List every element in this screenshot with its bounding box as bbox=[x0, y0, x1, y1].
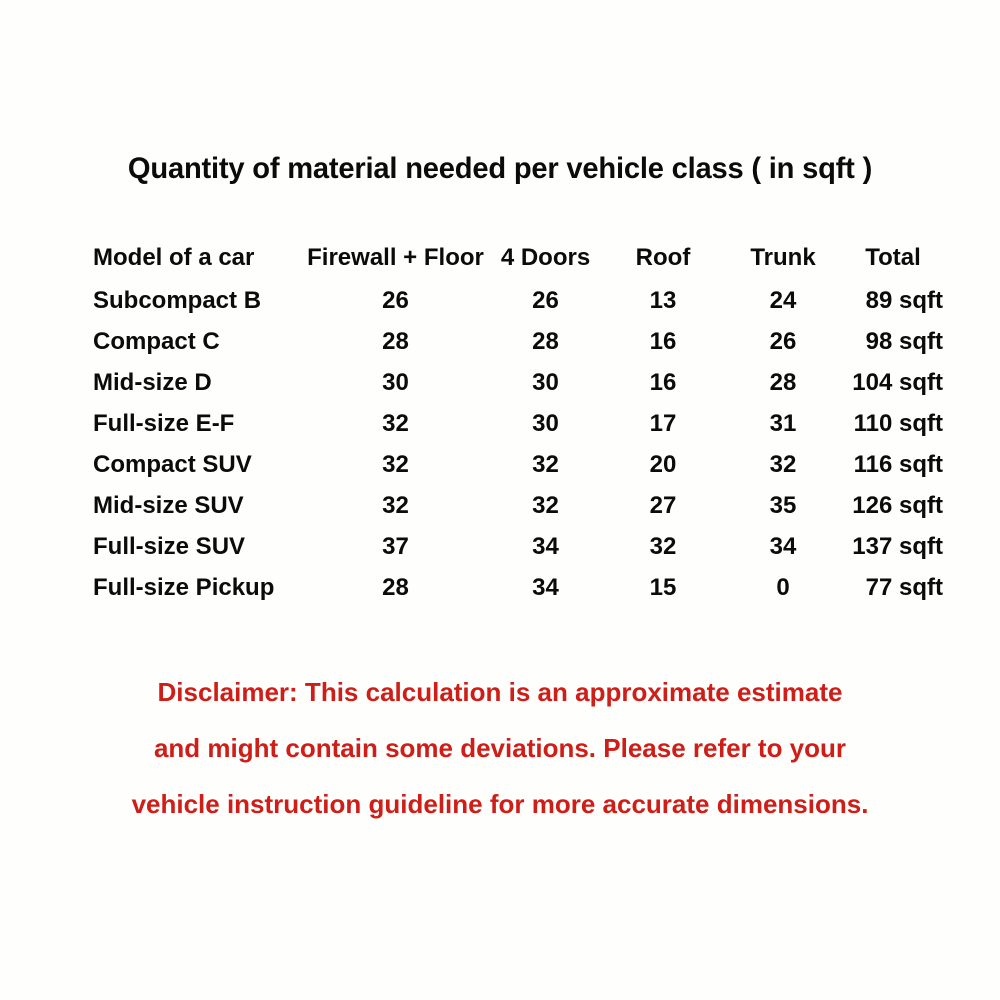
material-quantity-table: Model of a car Firewall + Floor 4 Doors … bbox=[93, 236, 943, 608]
table-row: Compact C 28 28 16 26 98 sqft bbox=[93, 321, 943, 362]
table-row: Full-size Pickup 28 34 15 0 77 sqft bbox=[93, 567, 943, 608]
cell-model: Mid-size D bbox=[93, 368, 212, 396]
cell-roof: 32 bbox=[649, 532, 677, 560]
cell-model: Compact C bbox=[93, 327, 220, 355]
cell-roof: 27 bbox=[649, 491, 677, 519]
cell-doors: 34 bbox=[532, 532, 559, 560]
cell-firewall-floor: 30 bbox=[382, 368, 409, 396]
table-body: Subcompact B 26 26 13 24 89 sqft Compact… bbox=[93, 280, 943, 608]
cell-firewall-floor: 28 bbox=[382, 327, 409, 355]
cell-doors: 32 bbox=[532, 491, 559, 519]
cell-trunk: 26 bbox=[769, 327, 797, 355]
disclaimer-line-1: Disclaimer: This calculation is an appro… bbox=[157, 677, 843, 707]
cell-doors: 28 bbox=[532, 327, 559, 355]
cell-roof: 16 bbox=[649, 327, 677, 355]
table-row: Subcompact B 26 26 13 24 89 sqft bbox=[93, 280, 943, 321]
table-row: Mid-size SUV 32 32 27 35 126 sqft bbox=[93, 485, 943, 526]
cell-model: Full-size E-F bbox=[93, 409, 235, 437]
cell-total: 116 sqft bbox=[853, 450, 943, 478]
cell-firewall-floor: 26 bbox=[382, 286, 409, 314]
table-row: Full-size SUV 37 34 32 34 137 sqft bbox=[93, 526, 943, 567]
cell-firewall-floor: 32 bbox=[382, 491, 409, 519]
cell-doors: 26 bbox=[532, 286, 559, 314]
disclaimer-line-2: and might contain some deviations. Pleas… bbox=[153, 733, 847, 763]
cell-model: Full-size Pickup bbox=[93, 573, 275, 601]
column-header-total: Total bbox=[865, 244, 921, 271]
cell-roof: 13 bbox=[649, 286, 677, 314]
disclaimer-block: Disclaimer: This calculation is an appro… bbox=[0, 664, 1000, 832]
cell-model: Mid-size SUV bbox=[93, 491, 244, 519]
column-header-firewall-floor: Firewall + Floor bbox=[307, 244, 484, 271]
cell-trunk: 32 bbox=[769, 450, 797, 478]
cell-firewall-floor: 32 bbox=[382, 450, 409, 478]
page-title: Quantity of material needed per vehicle … bbox=[127, 152, 873, 185]
cell-trunk: 28 bbox=[769, 368, 797, 396]
cell-trunk: 35 bbox=[769, 491, 797, 519]
cell-roof: 20 bbox=[649, 450, 677, 478]
cell-firewall-floor: 28 bbox=[382, 573, 409, 601]
cell-doors: 30 bbox=[532, 409, 559, 437]
cell-firewall-floor: 32 bbox=[382, 409, 409, 437]
cell-total: 89 sqft bbox=[865, 286, 943, 314]
cell-total: 98 sqft bbox=[865, 327, 943, 355]
cell-roof: 16 bbox=[649, 368, 677, 396]
column-header-trunk: Trunk bbox=[750, 244, 816, 271]
cell-total: 126 sqft bbox=[852, 491, 943, 519]
table-header-row: Model of a car Firewall + Floor 4 Doors … bbox=[93, 236, 943, 280]
cell-total: 110 sqft bbox=[853, 409, 943, 437]
cell-doors: 32 bbox=[532, 450, 559, 478]
cell-trunk: 31 bbox=[769, 409, 797, 437]
cell-total: 77 sqft bbox=[865, 573, 943, 601]
column-header-roof: Roof bbox=[635, 244, 691, 271]
cell-roof: 15 bbox=[649, 573, 677, 601]
cell-model: Compact SUV bbox=[93, 450, 252, 478]
table-row: Full-size E-F 32 30 17 31 110 sqft bbox=[93, 403, 943, 444]
cell-trunk: 34 bbox=[769, 532, 797, 560]
cell-total: 104 sqft bbox=[852, 368, 943, 396]
table-row: Compact SUV 32 32 20 32 116 sqft bbox=[93, 444, 943, 485]
cell-trunk: 0 bbox=[776, 573, 790, 601]
table-header: Model of a car Firewall + Floor 4 Doors … bbox=[93, 236, 943, 280]
cell-trunk: 24 bbox=[769, 286, 797, 314]
column-header-doors: 4 Doors bbox=[500, 244, 591, 271]
cell-doors: 30 bbox=[532, 368, 559, 396]
column-header-model: Model of a car bbox=[93, 244, 255, 271]
cell-firewall-floor: 37 bbox=[382, 532, 409, 560]
cell-total: 137 sqft bbox=[852, 532, 943, 560]
cell-model: Subcompact B bbox=[93, 286, 262, 314]
disclaimer-line-3: vehicle instruction guideline for more a… bbox=[131, 789, 869, 819]
table-row: Mid-size D 30 30 16 28 104 sqft bbox=[93, 362, 943, 403]
cell-roof: 17 bbox=[649, 409, 677, 437]
cell-doors: 34 bbox=[532, 573, 559, 601]
cell-model: Full-size SUV bbox=[93, 532, 246, 560]
